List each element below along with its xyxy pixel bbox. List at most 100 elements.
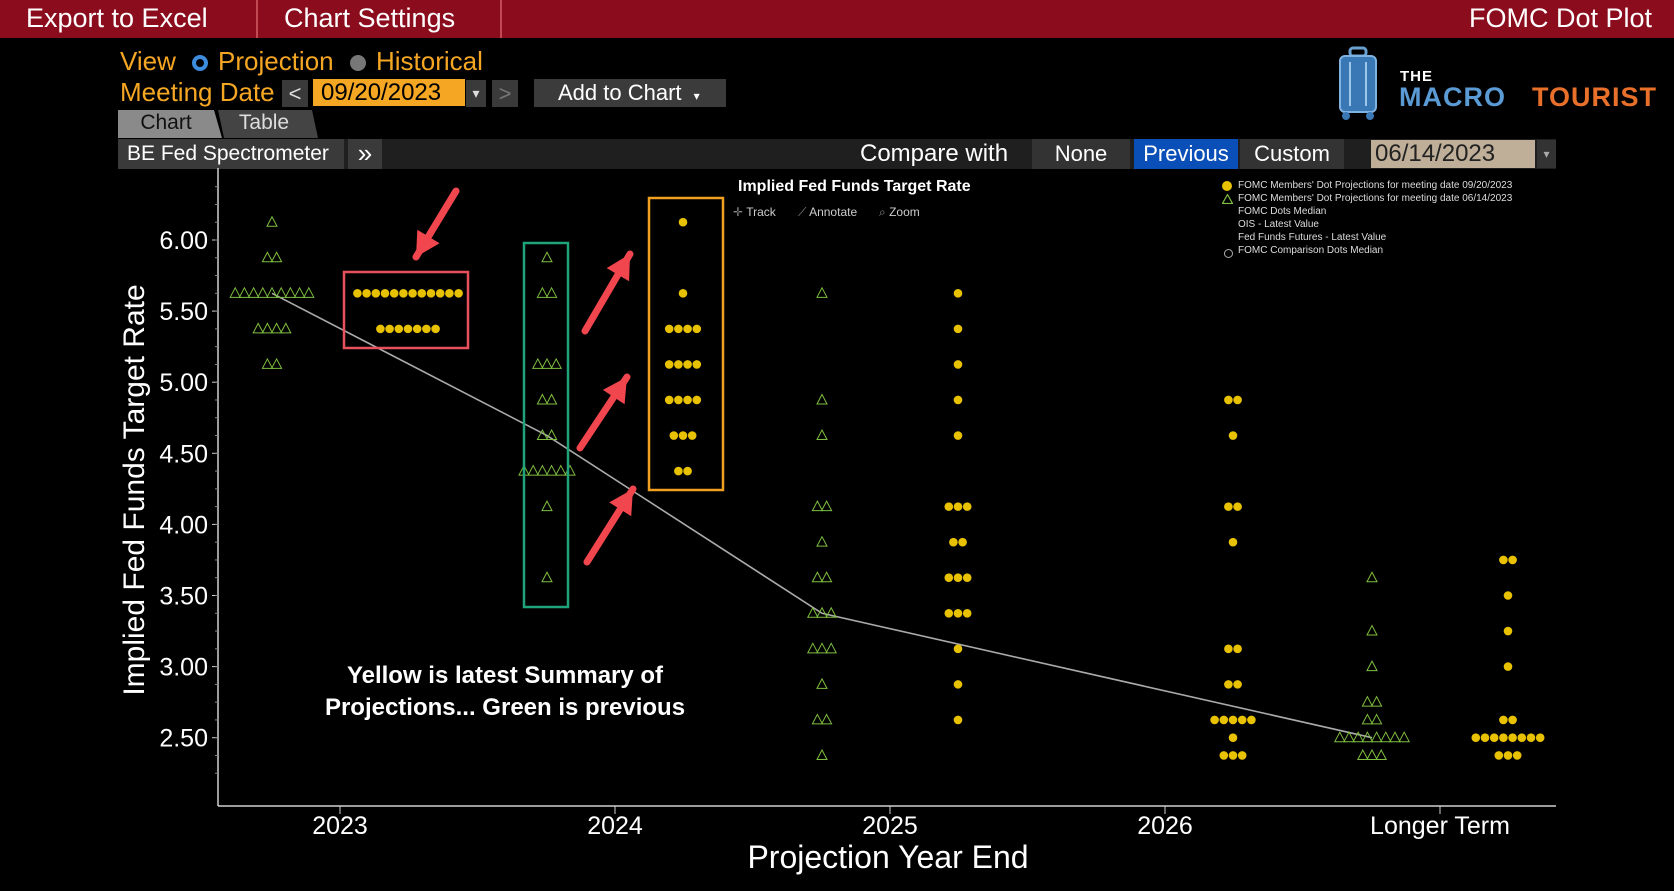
current-dot [683, 360, 692, 369]
tab-table-shape[interactable] [218, 110, 318, 138]
current-dot [1499, 555, 1508, 565]
x-tick-label: 2026 [1137, 812, 1193, 840]
arrow-head-icon [416, 229, 440, 257]
current-dot [674, 395, 683, 405]
previous-triangle [536, 428, 549, 441]
zoom-tool[interactable]: ⌕ Zoom [879, 205, 920, 220]
meeting-date-label: Meeting Date [120, 77, 275, 107]
current-dot [1228, 715, 1238, 725]
next-date-button[interactable]: > [492, 80, 518, 107]
current-dot [1219, 751, 1229, 760]
previous-triangle [816, 642, 828, 654]
previous-triangle [554, 464, 567, 476]
compare-date-input[interactable]: 06/14/2023 [1371, 140, 1535, 168]
tab-chart-shape[interactable] [118, 110, 222, 138]
previous-triangle [1352, 731, 1365, 743]
current-dot [962, 573, 972, 583]
track-tool[interactable]: ✛ Track [733, 205, 776, 219]
plot-title: Implied Fed Funds Target Rate [738, 178, 971, 195]
current-dot [408, 289, 417, 298]
current-dot [1503, 751, 1513, 760]
previous-triangle [545, 428, 558, 441]
current-dot [692, 324, 702, 334]
previous-triangle [806, 606, 819, 618]
previous-triangle [545, 393, 558, 405]
current-dot [962, 608, 972, 618]
meeting-date-dropdown[interactable]: ▾ [466, 80, 486, 107]
highlight-box-2024-current [647, 196, 725, 492]
top-bar: Export to Excel Chart Settings FOMC Dot … [0, 0, 1674, 38]
previous-triangle [825, 606, 838, 618]
prev-date-button[interactable]: < [282, 80, 308, 107]
annotate-tool[interactable]: ⟋ Annotate [798, 205, 857, 220]
current-dot [953, 360, 963, 369]
previous-triangle [527, 464, 540, 476]
y-tick-label: 4.00 [159, 511, 208, 539]
chart-settings-button[interactable]: Chart Settings [258, 0, 502, 38]
previous-triangle [816, 748, 828, 760]
current-dot [376, 324, 385, 334]
current-dot [1224, 680, 1233, 689]
x-tick-label: 2024 [587, 812, 643, 840]
current-dot [953, 289, 963, 298]
previous-triangle [1389, 731, 1401, 743]
current-dot [683, 466, 692, 476]
previous-triangle [256, 286, 269, 298]
historical-label[interactable]: Historical [376, 46, 483, 76]
compare-none-button[interactable]: None [1032, 139, 1130, 169]
be-fed-spectrometer-button[interactable]: BE Fed Spectrometer [118, 139, 344, 169]
previous-triangle [816, 535, 828, 547]
previous-triangle [266, 215, 278, 227]
current-dot [1247, 715, 1256, 725]
current-dot [664, 324, 674, 334]
compare-date-dropdown[interactable]: ▾ [1537, 140, 1556, 168]
previous-triangle [1356, 748, 1369, 760]
projection-radio[interactable] [192, 55, 208, 71]
current-dot [953, 644, 963, 654]
tab-table[interactable]: Table [238, 111, 290, 134]
add-to-chart-button[interactable]: Add to Chart ▾ [534, 79, 726, 107]
legend-item-previous: FOMC Members' Dot Projections for meetin… [1238, 193, 1513, 204]
previous-triangle [1366, 571, 1378, 583]
x-tick-label: 2023 [312, 812, 368, 840]
y-tick-label: 5.50 [159, 298, 208, 326]
y-axis-title: Implied Fed Funds Target Rate [118, 284, 151, 695]
tab-chart[interactable]: Chart [140, 111, 192, 134]
y-tick-label: 4.50 [159, 440, 208, 468]
current-dot [431, 324, 440, 334]
y-tick-label: 3.50 [159, 583, 208, 611]
historical-radio[interactable] [350, 55, 366, 71]
annotation-line-1: Yellow is latest Summary of [346, 662, 664, 689]
legend-item-ois: OIS - Latest Value [1238, 219, 1319, 230]
projection-label[interactable]: Projection [218, 46, 334, 76]
previous-triangle [536, 393, 549, 405]
previous-triangle [270, 251, 283, 263]
export-to-excel-button[interactable]: Export to Excel [0, 0, 258, 38]
x-tick-label: Longer Term [1370, 812, 1510, 840]
logo-the: THE [1400, 68, 1433, 85]
meeting-date-input[interactable]: 09/20/2023 [313, 79, 465, 106]
current-dot [454, 289, 463, 298]
current-dot [1210, 715, 1219, 725]
y-tick-label: 6.00 [159, 227, 208, 255]
logo-tourist: TOURIST [1532, 82, 1658, 112]
current-dot [1471, 733, 1481, 742]
previous-triangle [1366, 624, 1378, 636]
chart-axes: 6.00 5.50 5.00 4.50 4.00 3.50 3.00 2.50 2023 2024… [118, 168, 1556, 875]
previous-triangle [536, 286, 549, 298]
current-dot [1499, 733, 1508, 742]
previous-triangle [820, 713, 833, 725]
chevron-down-icon: ▾ [693, 89, 700, 103]
previous-triangle [1375, 748, 1388, 760]
current-dot [958, 537, 967, 547]
current-dot [669, 431, 679, 440]
y-tick-label: 3.00 [159, 654, 208, 682]
expand-icon[interactable]: » [348, 139, 382, 169]
current-dot [1508, 733, 1517, 742]
previous-triangle [564, 464, 576, 476]
current-dot [674, 360, 683, 369]
compare-custom-button[interactable]: Custom [1240, 139, 1344, 169]
compare-previous-button[interactable]: Previous [1134, 139, 1238, 169]
legend-marker-hollow-circle [1224, 249, 1233, 258]
zoom-label: Zoom [889, 205, 920, 219]
